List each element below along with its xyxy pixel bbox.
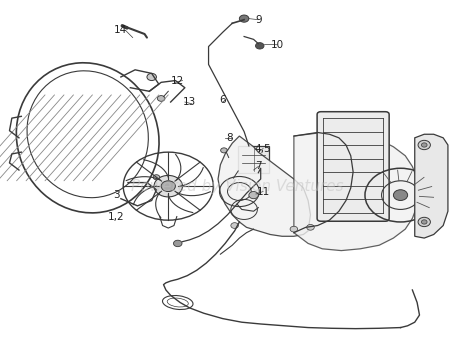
Circle shape	[154, 175, 182, 197]
Circle shape	[147, 73, 156, 81]
Polygon shape	[218, 136, 310, 236]
Polygon shape	[415, 134, 448, 238]
Text: 7: 7	[255, 161, 262, 171]
Circle shape	[418, 217, 430, 227]
Text: 1,2: 1,2	[108, 212, 125, 222]
Text: Powered by Vision Ventures: Powered by Vision Ventures	[131, 179, 343, 194]
Text: 13: 13	[183, 97, 196, 107]
Circle shape	[231, 223, 238, 228]
Circle shape	[393, 190, 408, 200]
Polygon shape	[294, 132, 419, 251]
Circle shape	[161, 181, 175, 192]
Text: 12: 12	[171, 76, 184, 86]
FancyBboxPatch shape	[317, 112, 389, 221]
FancyBboxPatch shape	[238, 146, 269, 173]
Text: 6: 6	[219, 95, 226, 105]
Circle shape	[153, 175, 160, 180]
Circle shape	[228, 178, 235, 184]
Text: 9: 9	[255, 15, 262, 25]
Circle shape	[418, 140, 430, 150]
Circle shape	[239, 15, 249, 22]
Circle shape	[255, 43, 264, 49]
Text: 3: 3	[113, 190, 119, 200]
Circle shape	[307, 224, 314, 230]
Circle shape	[249, 192, 258, 199]
Text: 10: 10	[271, 40, 284, 50]
Circle shape	[173, 240, 182, 247]
Circle shape	[421, 143, 427, 147]
Circle shape	[421, 220, 427, 224]
Circle shape	[290, 226, 298, 232]
Text: 14: 14	[114, 25, 128, 35]
Circle shape	[220, 148, 228, 153]
Text: 11: 11	[256, 187, 270, 197]
Text: 4,5: 4,5	[255, 144, 272, 154]
Text: 8: 8	[227, 133, 233, 143]
Circle shape	[157, 96, 165, 101]
